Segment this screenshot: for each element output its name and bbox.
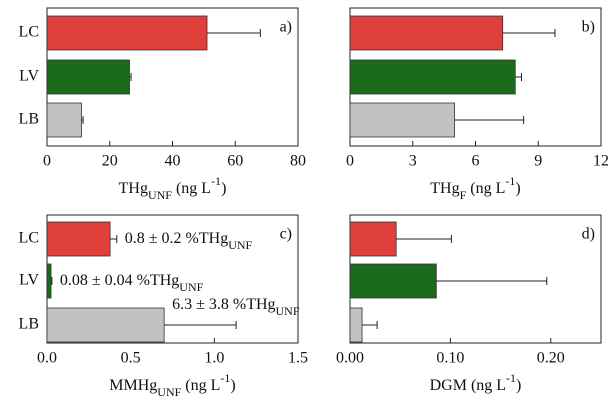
x-axis-label-part: -1 [505, 174, 515, 188]
x-tick-label: 12 [593, 153, 609, 170]
x-axis-label-part: DGM (ng L [430, 377, 506, 394]
x-tick-label: 9 [534, 153, 542, 170]
bar [46, 307, 165, 343]
y-tick-label: LV [19, 272, 39, 289]
x-axis-label-part: (ng L [181, 377, 220, 394]
x-tick-label: 0.0 [37, 350, 57, 367]
x-axis-label: THgUNF (ng L-1) [119, 174, 227, 202]
x-axis-label-part: THg [119, 180, 148, 197]
x-axis-label-part: UNF [157, 385, 181, 399]
y-tick-label: LC [19, 230, 39, 247]
x-tick-label: 0.00 [336, 350, 364, 367]
annotation: 6.3 ± 3.8 %THgUNF [172, 296, 300, 318]
x-axis-label-part: ) [221, 180, 226, 197]
annotation-part: 0.8 ± 0.2 %THg [125, 230, 228, 247]
y-tick-label: LB [19, 111, 39, 128]
x-axis-label-part: THg [430, 180, 459, 197]
x-tick-label: 40 [165, 153, 181, 170]
x-tick-label: 6 [472, 153, 480, 170]
panel-label: a) [280, 19, 292, 36]
x-axis-label-part: ) [230, 377, 235, 394]
x-axis-label-part: ) [516, 377, 521, 394]
x-tick-label: 3 [409, 153, 417, 170]
x-axis-label-part: (ng L [172, 180, 211, 197]
bar [46, 221, 111, 257]
annotation-part: 0.08 ± 0.04 %THg [60, 272, 179, 289]
x-axis-label-part: UNF [148, 188, 172, 202]
y-tick-label: LV [19, 68, 39, 85]
bar [46, 15, 208, 51]
x-tick-label: 20 [102, 153, 118, 170]
bar [46, 102, 82, 138]
panel-label: c) [280, 226, 292, 243]
x-tick-label: 0.20 [537, 350, 565, 367]
annotation-part: UNF [179, 280, 203, 294]
annotation-part: 6.3 ± 3.8 %THg [172, 296, 275, 313]
bar [349, 263, 437, 299]
bar [349, 15, 504, 51]
y-tick-label: LC [19, 24, 39, 41]
x-axis-label-part: -1 [211, 174, 221, 188]
x-axis-label-part: -1 [220, 371, 230, 385]
x-axis-label-part: ) [515, 180, 520, 197]
x-axis-label-part: -1 [506, 371, 516, 385]
x-axis-label: MMHgUNF (ng L-1) [109, 371, 235, 399]
x-tick-label: 0 [43, 153, 51, 170]
x-axis-label: DGM (ng L-1) [430, 371, 522, 394]
bar [349, 307, 363, 343]
bar [349, 221, 397, 257]
x-axis-label: THgF (ng L-1) [430, 174, 520, 202]
x-tick-label: 0.10 [436, 350, 464, 367]
bar [349, 102, 455, 138]
panel-label: b) [582, 19, 595, 36]
x-tick-label: 60 [227, 153, 243, 170]
x-tick-label: 0.5 [121, 350, 141, 367]
x-tick-label: 0 [346, 153, 354, 170]
annotation-part: UNF [276, 304, 300, 318]
bar [349, 59, 516, 95]
x-tick-label: 1.5 [288, 350, 308, 367]
x-axis-label-part: MMHg [109, 377, 157, 394]
annotation: 0.8 ± 0.2 %THgUNF [125, 230, 253, 252]
bar [46, 263, 52, 299]
bar [46, 59, 130, 95]
panel-label: d) [582, 226, 595, 243]
annotation-part: UNF [228, 238, 252, 252]
x-axis-label-part: F [460, 188, 467, 202]
annotation: 0.08 ± 0.04 %THgUNF [60, 272, 204, 294]
x-axis-label-part: (ng L [466, 180, 505, 197]
x-tick-label: 80 [290, 153, 306, 170]
x-tick-label: 1.0 [204, 350, 224, 367]
y-tick-label: LB [19, 316, 39, 333]
